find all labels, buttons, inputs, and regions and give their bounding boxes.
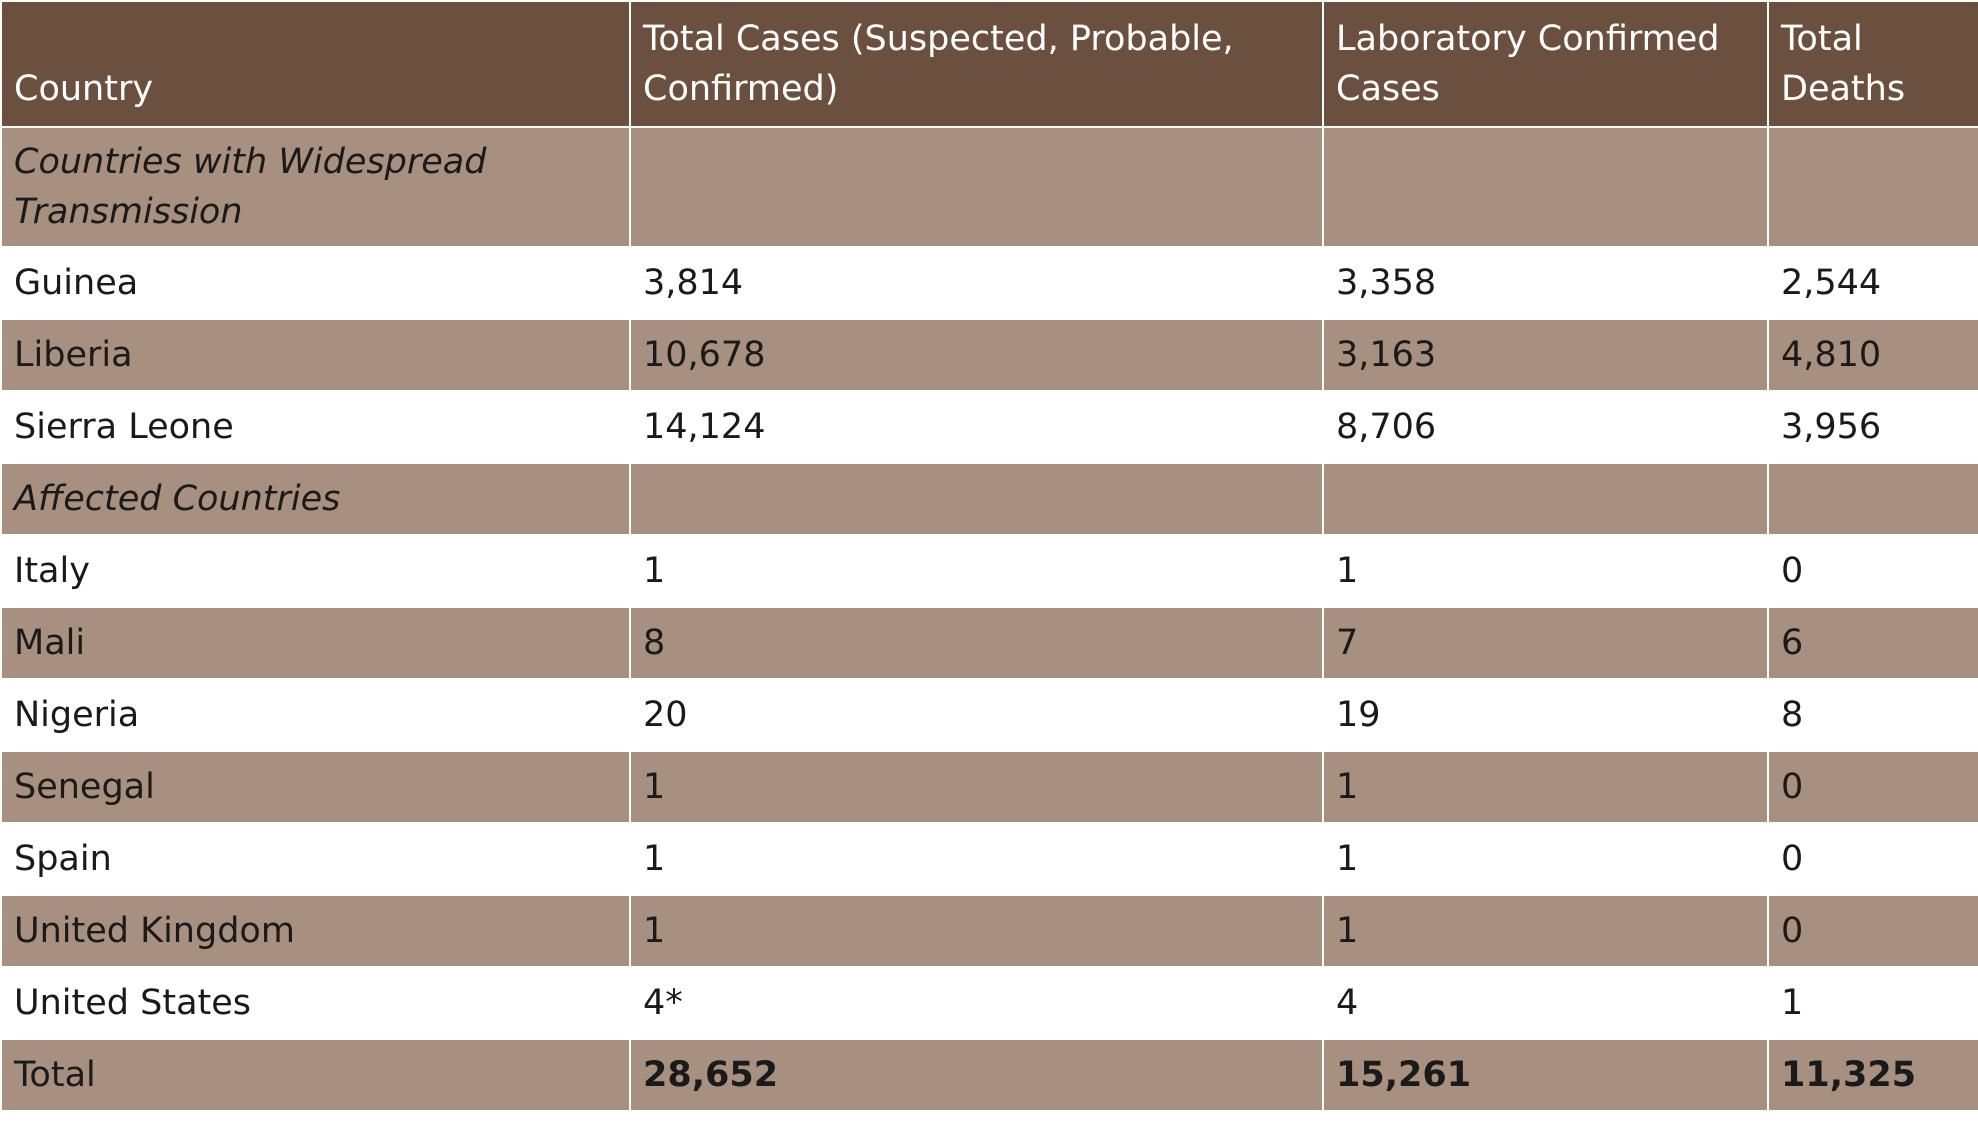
- deaths-cell: 2,544: [1767, 246, 1978, 320]
- lab-confirmed-cell: 1: [1322, 750, 1769, 824]
- country-cell: United States: [0, 966, 631, 1040]
- table-row: Nigeria 20 19 8: [0, 678, 1978, 752]
- total-row: Total 28,652 15,261 11,325: [0, 1038, 1978, 1112]
- total-cases-sum: 28,652: [629, 1038, 1324, 1112]
- country-cell: Italy: [0, 534, 631, 608]
- country-cell: Spain: [0, 822, 631, 896]
- country-cell: Guinea: [0, 246, 631, 320]
- deaths-cell: 6: [1767, 606, 1978, 680]
- total-cases-cell: 1: [629, 750, 1324, 824]
- deaths-cell: 3,956: [1767, 390, 1978, 464]
- deaths-cell: 0: [1767, 894, 1978, 968]
- lab-confirmed-cell: 8,706: [1322, 390, 1769, 464]
- total-cases-cell: 20: [629, 678, 1324, 752]
- deaths-cell: 4,810: [1767, 318, 1978, 392]
- deaths-cell: 0: [1767, 750, 1978, 824]
- country-cell: Liberia: [0, 318, 631, 392]
- total-cases-cell: 1: [629, 822, 1324, 896]
- country-cell: Sierra Leone: [0, 390, 631, 464]
- total-cases-cell: 1: [629, 894, 1324, 968]
- country-cell: United Kingdom: [0, 894, 631, 968]
- total-cases-cell: 8: [629, 606, 1324, 680]
- table-row: Mali 8 7 6: [0, 606, 1978, 680]
- table-row: Italy 1 1 0: [0, 534, 1978, 608]
- country-cell: Senegal: [0, 750, 631, 824]
- header-lab-confirmed: Laboratory Confirmed Cases: [1322, 0, 1769, 128]
- total-cases-cell: 14,124: [629, 390, 1324, 464]
- deaths-cell: 1: [1767, 966, 1978, 1040]
- header-row: Country Total Cases (Suspected, Probable…: [0, 0, 1978, 128]
- table-row: Sierra Leone 14,124 8,706 3,956: [0, 390, 1978, 464]
- deaths-cell: 0: [1767, 822, 1978, 896]
- lab-confirmed-cell: 7: [1322, 606, 1769, 680]
- deaths-cell: 8: [1767, 678, 1978, 752]
- table-row: United States 4* 4 1: [0, 966, 1978, 1040]
- table-row: United Kingdom 1 1 0: [0, 894, 1978, 968]
- total-cases-cell: 3,814: [629, 246, 1324, 320]
- lab-confirmed-sum: 15,261: [1322, 1038, 1769, 1112]
- lab-confirmed-cell: 3,358: [1322, 246, 1769, 320]
- country-cell: Mali: [0, 606, 631, 680]
- total-cases-cell: 1: [629, 534, 1324, 608]
- table-row: Senegal 1 1 0: [0, 750, 1978, 824]
- lab-confirmed-cell: 4: [1322, 966, 1769, 1040]
- table-row: Guinea 3,814 3,358 2,544: [0, 246, 1978, 320]
- section-label: Affected Countries: [0, 462, 631, 536]
- lab-confirmed-cell: 1: [1322, 534, 1769, 608]
- total-cases-cell: 10,678: [629, 318, 1324, 392]
- header-country: Country: [0, 0, 631, 128]
- section-row: Countries with Widespread Transmission: [0, 126, 1978, 248]
- lab-confirmed-cell: 1: [1322, 894, 1769, 968]
- total-cases-cell: 4*: [629, 966, 1324, 1040]
- deaths-cell: 0: [1767, 534, 1978, 608]
- lab-confirmed-cell: 1: [1322, 822, 1769, 896]
- lab-confirmed-cell: 19: [1322, 678, 1769, 752]
- header-total-deaths: Total Deaths: [1767, 0, 1978, 128]
- table-row: Liberia 10,678 3,163 4,810: [0, 318, 1978, 392]
- deaths-sum: 11,325: [1767, 1038, 1978, 1112]
- section-label: Countries with Widespread Transmission: [0, 126, 631, 248]
- total-label: Total: [0, 1038, 631, 1112]
- header-total-cases: Total Cases (Suspected, Probable, Confir…: [629, 0, 1324, 128]
- country-cell: Nigeria: [0, 678, 631, 752]
- section-row: Affected Countries: [0, 462, 1978, 536]
- table-row: Spain 1 1 0: [0, 822, 1978, 896]
- lab-confirmed-cell: 3,163: [1322, 318, 1769, 392]
